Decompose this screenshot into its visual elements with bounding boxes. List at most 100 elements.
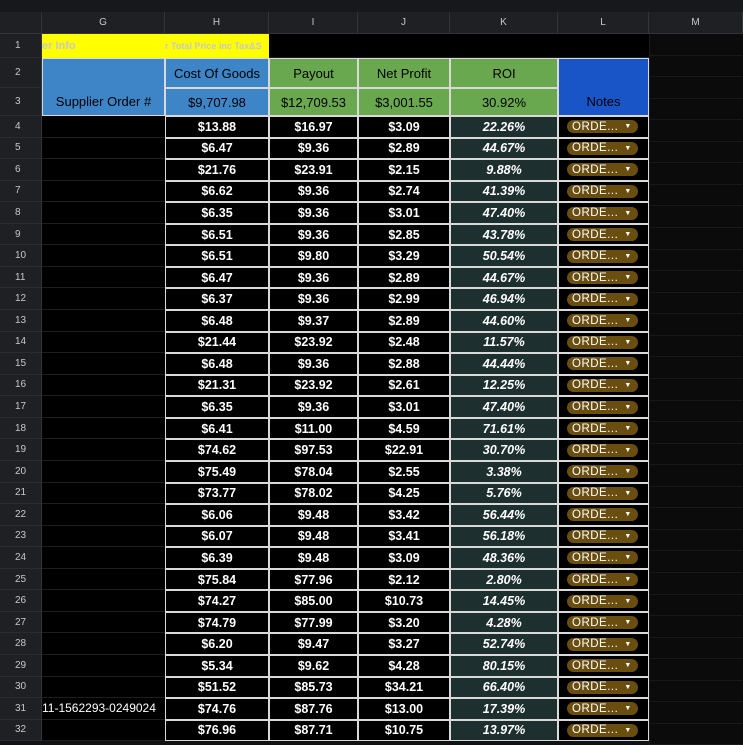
notes-dropdown-chip[interactable]: ORDE... ▼ xyxy=(567,141,638,155)
notes-dropdown-chip[interactable]: ORDE... ▼ xyxy=(567,378,638,392)
roi-cell[interactable]: 56.18% xyxy=(450,525,558,548)
net-profit-cell[interactable]: $2.12 xyxy=(358,568,450,591)
roi-cell[interactable]: 71.61% xyxy=(450,417,558,440)
cell-m[interactable] xyxy=(649,271,743,293)
supplier-order-cell[interactable] xyxy=(42,331,165,354)
cost-cell[interactable]: $6.37 xyxy=(165,288,269,311)
row-header[interactable]: 27 xyxy=(0,611,42,634)
net-profit-cell[interactable]: $3.27 xyxy=(358,633,450,655)
notes-dropdown-chip[interactable]: ORDE... ▼ xyxy=(567,335,638,349)
roi-cell[interactable]: 44.67% xyxy=(450,137,558,160)
row-header[interactable]: 5 xyxy=(0,137,42,160)
cell-m[interactable] xyxy=(649,400,743,423)
roi-cell[interactable]: 47.40% xyxy=(450,396,558,418)
supplier-order-cell[interactable] xyxy=(42,310,165,332)
payout-cell[interactable]: $16.97 xyxy=(269,116,358,138)
total-roi[interactable]: 30.92% xyxy=(450,88,558,116)
total-cost-of-goods[interactable]: $9,707.98 xyxy=(165,88,269,116)
notes-dropdown-chip[interactable]: ORDE... ▼ xyxy=(567,465,638,479)
roi-cell[interactable]: 44.67% xyxy=(450,266,558,289)
cell-m[interactable] xyxy=(649,228,743,250)
row-header[interactable]: 19 xyxy=(0,439,42,461)
net-profit-cell[interactable]: $3.09 xyxy=(358,116,450,138)
cost-cell[interactable]: $74.79 xyxy=(165,611,269,634)
supplier-order-cell[interactable] xyxy=(42,288,165,311)
cell-m[interactable] xyxy=(649,378,743,401)
payout-cell[interactable]: $23.92 xyxy=(269,374,358,397)
net-profit-cell[interactable]: $3.09 xyxy=(358,547,450,569)
notes-dropdown-chip[interactable]: ORDE... ▼ xyxy=(567,723,638,737)
notes-dropdown-chip[interactable]: ORDE... ▼ xyxy=(567,292,638,306)
roi-cell[interactable]: 47.40% xyxy=(450,202,558,224)
notes-dropdown-chip[interactable]: ORDE... ▼ xyxy=(567,357,638,371)
supplier-order-cell[interactable] xyxy=(42,547,165,569)
roi-cell[interactable]: 4.28% xyxy=(450,611,558,634)
supplier-order-cell[interactable] xyxy=(42,266,165,289)
payout-cell[interactable]: $9.36 xyxy=(269,396,358,418)
cell-m[interactable] xyxy=(649,314,743,336)
roi-cell[interactable]: 44.44% xyxy=(450,353,558,375)
notes-cell[interactable]: ORDE... ▼ xyxy=(558,266,649,289)
column-header-m[interactable]: M xyxy=(649,12,743,34)
cell-m[interactable] xyxy=(649,573,743,595)
notes-dropdown-chip[interactable]: ORDE... ▼ xyxy=(567,551,638,565)
cost-cell[interactable]: $74.76 xyxy=(165,698,269,720)
row-header[interactable]: 11 xyxy=(0,266,42,289)
payout-cell[interactable]: $85.73 xyxy=(269,676,358,699)
net-profit-cell[interactable]: $2.88 xyxy=(358,353,450,375)
notes-dropdown-chip[interactable]: ORDE... ▼ xyxy=(567,206,638,220)
cell-m[interactable] xyxy=(649,184,743,207)
cell-m[interactable] xyxy=(649,659,743,681)
notes-cell[interactable]: ORDE... ▼ xyxy=(558,374,649,397)
roi-cell[interactable]: 12.25% xyxy=(450,374,558,397)
notes-dropdown-chip[interactable]: ORDE... ▼ xyxy=(567,616,638,630)
supplier-order-cell[interactable] xyxy=(42,353,165,375)
roi-cell[interactable]: 56.44% xyxy=(450,504,558,526)
payout-cell[interactable]: $9.37 xyxy=(269,310,358,332)
notes-cell[interactable]: ORDE... ▼ xyxy=(558,525,649,548)
row-header[interactable]: 24 xyxy=(0,547,42,569)
row-header[interactable]: 16 xyxy=(0,374,42,397)
notes-dropdown-chip[interactable]: ORDE... ▼ xyxy=(567,163,638,177)
notes-dropdown-chip[interactable]: ORDE... ▼ xyxy=(567,659,638,673)
supplier-order-cell[interactable] xyxy=(42,137,165,160)
cost-cell[interactable]: $74.27 xyxy=(165,590,269,612)
payout-header[interactable]: Payout xyxy=(269,58,358,88)
cost-cell[interactable]: $5.34 xyxy=(165,655,269,677)
cost-cell[interactable]: $21.31 xyxy=(165,374,269,397)
supplier-order-cell[interactable] xyxy=(42,202,165,224)
payout-cell[interactable]: $87.71 xyxy=(269,719,358,742)
roi-cell[interactable]: 48.36% xyxy=(450,547,558,569)
row-header[interactable]: 23 xyxy=(0,525,42,548)
cost-cell[interactable]: $6.35 xyxy=(165,202,269,224)
supplier-order-cell[interactable] xyxy=(42,525,165,548)
supplier-order-cell[interactable] xyxy=(42,245,165,267)
row-header[interactable]: 21 xyxy=(0,482,42,505)
roi-cell[interactable]: 5.76% xyxy=(450,482,558,505)
payout-cell[interactable]: $87.76 xyxy=(269,698,358,720)
payout-cell[interactable]: $9.36 xyxy=(269,223,358,246)
header-supplier-info[interactable]: er Info xyxy=(42,34,165,58)
payout-cell[interactable]: $9.36 xyxy=(269,137,358,160)
roi-cell[interactable]: 17.39% xyxy=(450,698,558,720)
column-header-g[interactable]: G xyxy=(42,12,165,34)
row-header[interactable]: 1 xyxy=(0,34,42,58)
notes-cell[interactable]: ORDE... ▼ xyxy=(558,482,649,505)
payout-cell[interactable]: $9.36 xyxy=(269,266,358,289)
cell-m[interactable] xyxy=(649,637,743,660)
roi-cell[interactable]: 66.40% xyxy=(450,676,558,699)
notes-dropdown-chip[interactable]: ORDE... ▼ xyxy=(567,702,638,716)
net-profit-cell[interactable]: $3.41 xyxy=(358,525,450,548)
supplier-order-cell[interactable] xyxy=(42,159,165,181)
supplier-order-cell[interactable] xyxy=(42,568,165,591)
roi-cell[interactable]: 3.38% xyxy=(450,460,558,483)
notes-dropdown-chip[interactable]: ORDE... ▼ xyxy=(567,508,638,522)
supplier-order-cell[interactable] xyxy=(42,590,165,612)
cost-cell[interactable]: $6.07 xyxy=(165,525,269,548)
net-profit-cell[interactable]: $3.20 xyxy=(358,611,450,634)
net-profit-cell[interactable]: $4.25 xyxy=(358,482,450,505)
notes-dropdown-chip[interactable]: ORDE... ▼ xyxy=(567,573,638,587)
payout-cell[interactable]: $9.36 xyxy=(269,202,358,224)
payout-cell[interactable]: $9.36 xyxy=(269,180,358,203)
supplier-order-cell[interactable] xyxy=(42,180,165,203)
